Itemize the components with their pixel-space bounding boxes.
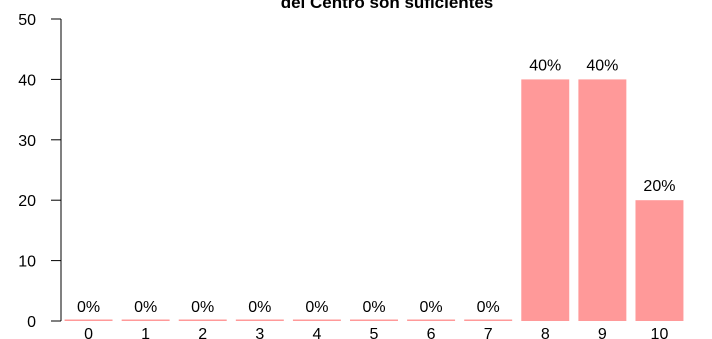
x-tick-label-10: 10: [651, 326, 669, 339]
data-label-8: 40%: [529, 57, 561, 74]
bar-4: [292, 319, 341, 321]
data-label-1: 0%: [134, 299, 157, 316]
data-label-5: 0%: [362, 299, 385, 316]
bars-group: [64, 79, 684, 322]
y-tick-label-10: 10: [18, 254, 36, 271]
bar-6: [407, 319, 456, 321]
y-ticks-group: 0 10 20 30 40 50: [18, 12, 61, 331]
chart-title: del Centro son suficientes: [281, 0, 494, 12]
data-labels-group: 0% 0% 0% 0% 0% 0% 0% 0% 40% 40% 20%: [77, 57, 675, 316]
bar-8: [521, 79, 570, 322]
y-tick-label-20: 20: [18, 193, 36, 210]
bar-3: [235, 319, 284, 321]
y-tick-label-50: 50: [18, 12, 36, 29]
bar-0: [64, 319, 113, 321]
bar-2: [178, 319, 227, 321]
data-label-0: 0%: [77, 299, 100, 316]
y-tick-label-0: 0: [27, 314, 36, 331]
x-tick-label-1: 1: [141, 326, 150, 339]
x-tick-label-2: 2: [198, 326, 207, 339]
x-tick-label-6: 6: [427, 326, 436, 339]
data-label-4: 0%: [305, 299, 328, 316]
bar-10: [635, 200, 684, 321]
data-label-9: 40%: [586, 57, 618, 74]
bar-1: [121, 319, 170, 321]
x-tick-label-9: 9: [598, 326, 607, 339]
y-tick-label-30: 30: [18, 133, 36, 150]
x-tick-label-5: 5: [370, 326, 379, 339]
x-tick-label-4: 4: [312, 326, 321, 339]
data-label-2: 0%: [191, 299, 214, 316]
bar-5: [350, 319, 398, 321]
y-tick-label-40: 40: [18, 72, 36, 89]
bar-9: [578, 79, 627, 322]
data-label-7: 0%: [477, 299, 500, 316]
x-tick-label-0: 0: [84, 326, 93, 339]
data-label-6: 0%: [420, 299, 443, 316]
bar-7: [464, 319, 513, 321]
data-label-10: 20%: [643, 178, 675, 195]
x-tick-label-7: 7: [484, 326, 493, 339]
x-ticks-group: 0 1 2 3 4 5 6 7 8 9 10: [84, 326, 668, 339]
x-tick-label-3: 3: [255, 326, 264, 339]
x-tick-label-8: 8: [541, 326, 550, 339]
data-label-3: 0%: [248, 299, 271, 316]
